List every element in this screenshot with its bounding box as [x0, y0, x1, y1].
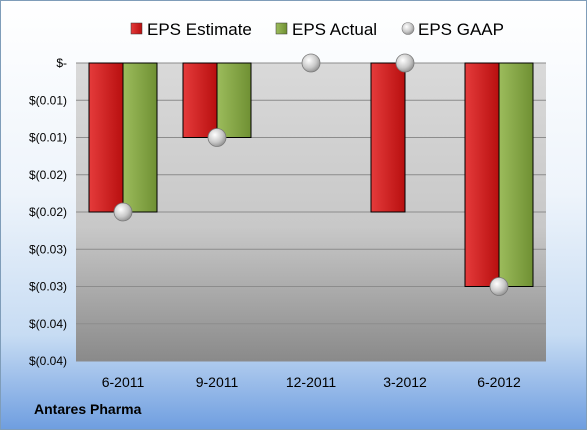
y-tick-label: $(0.02) — [29, 168, 67, 182]
legend-label: EPS Actual — [292, 20, 377, 39]
y-tick-label: $- — [56, 56, 67, 70]
bar-eps-estimate — [88, 62, 124, 213]
y-tick-label: $(0.02) — [29, 205, 67, 219]
bar-eps-estimate — [370, 62, 406, 213]
legend: EPS Estimate EPS Actual EPS GAAP — [130, 20, 504, 39]
x-category-label: 12-2011 — [286, 374, 337, 390]
x-category-label: 3-2012 — [383, 374, 427, 390]
y-tick-label: $(0.01) — [29, 93, 67, 107]
bars — [88, 62, 534, 287]
bar-eps-actual — [216, 62, 252, 138]
company-label: Antares Pharma — [34, 401, 142, 417]
y-axis-ticks: $- $(0.01) $(0.01) $(0.02) $(0.02) $(0.03) $(0… — [29, 56, 67, 368]
y-tick-label: $(0.03) — [29, 242, 67, 256]
y-tick-label: $(0.01) — [29, 131, 67, 145]
gaap-markers — [113, 53, 509, 296]
x-category-label: 6-2012 — [477, 374, 521, 390]
x-category-label: 6-2011 — [102, 374, 145, 390]
x-category-label: 9-2011 — [196, 374, 239, 390]
x-axis-categories: 6-2011 9-2011 12-2011 3-2012 6-2012 — [102, 374, 521, 390]
y-tick-label: $(0.04) — [29, 354, 67, 368]
legend-swatch-eps-actual — [275, 22, 288, 35]
marker-eps-gaap — [489, 277, 509, 296]
y-tick-label: $(0.03) — [29, 280, 67, 294]
bar-eps-actual — [498, 62, 534, 287]
bar-eps-estimate — [182, 62, 218, 138]
legend-swatch-eps-gaap — [401, 22, 415, 35]
legend-label: EPS Estimate — [147, 20, 252, 39]
legend-swatch-eps-estimate — [130, 22, 143, 35]
marker-eps-gaap — [207, 128, 227, 147]
marker-eps-gaap — [113, 202, 133, 222]
legend-label: EPS GAAP — [418, 20, 504, 39]
marker-eps-gaap — [301, 53, 321, 73]
bar-eps-estimate — [464, 62, 500, 287]
y-tick-label: $(0.04) — [29, 317, 67, 331]
marker-eps-gaap — [395, 53, 415, 73]
bar-eps-actual — [122, 62, 158, 213]
